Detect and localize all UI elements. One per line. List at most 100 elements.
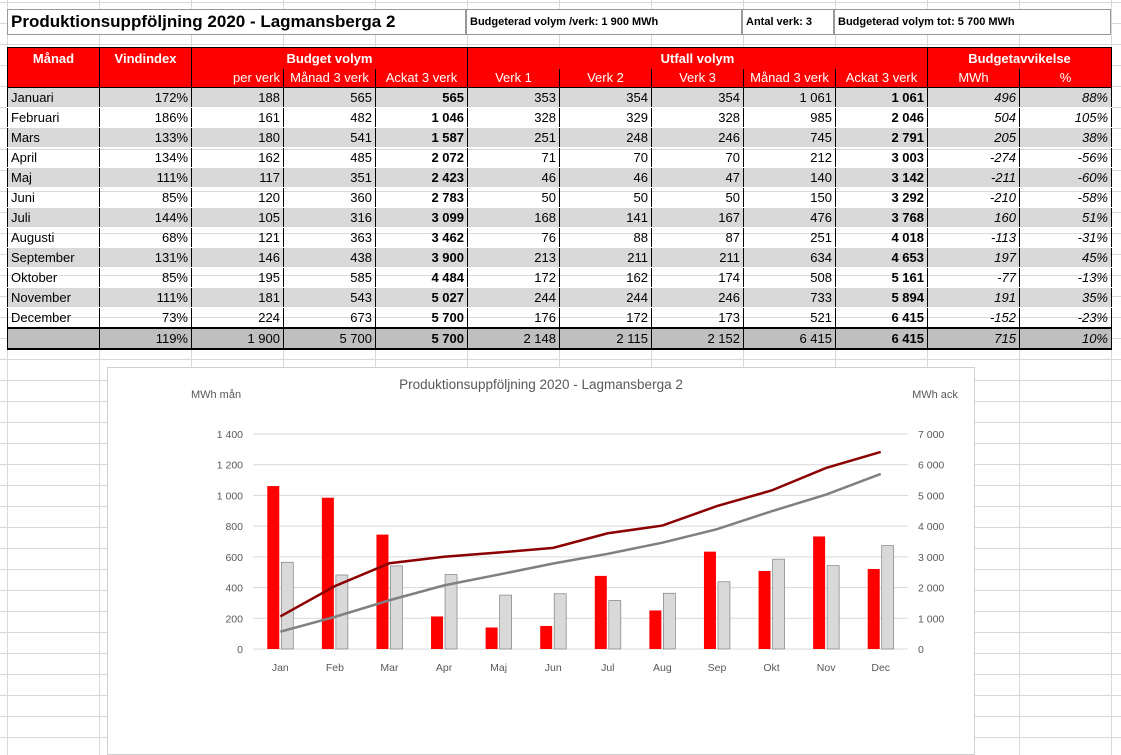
cell-budget-per-verk[interactable]: 161: [191, 107, 284, 128]
cell-manad[interactable]: Juni: [7, 187, 100, 208]
cell-verk2[interactable]: 244: [559, 287, 652, 308]
cell-verk1[interactable]: 50: [467, 187, 560, 208]
cell-verk1[interactable]: 71: [467, 147, 560, 168]
bar-utfall[interactable]: [431, 616, 444, 649]
cell-verk3[interactable]: 174: [651, 267, 744, 288]
cell-utfall-ackat[interactable]: 3 142: [835, 167, 928, 188]
cell-vindindex[interactable]: 131%: [99, 247, 192, 268]
bar-budget[interactable]: [499, 594, 512, 650]
cell-budget-ackat[interactable]: 3 099: [375, 207, 468, 228]
sheet-title-cell[interactable]: Produktionsuppföljning 2020 - Lagmansber…: [7, 9, 466, 35]
cell-vindindex[interactable]: 111%: [99, 167, 192, 188]
cell-manad[interactable]: Januari: [7, 87, 100, 108]
cell-avvikelse-mwh[interactable]: -77: [927, 267, 1020, 288]
bar-utfall[interactable]: [376, 534, 389, 649]
cell-vindindex[interactable]: 68%: [99, 227, 192, 248]
cell-verk3[interactable]: 70: [651, 147, 744, 168]
cell-avvikelse-pct[interactable]: 51%: [1019, 207, 1112, 228]
cell-budget-ackat[interactable]: 2 783: [375, 187, 468, 208]
cell-manad[interactable]: Mars: [7, 127, 100, 148]
cell-budget-per-verk[interactable]: 105: [191, 207, 284, 228]
cell-utfall-manad[interactable]: 508: [743, 267, 836, 288]
cell-verk3[interactable]: 87: [651, 227, 744, 248]
cell-budget-per-verk[interactable]: 195: [191, 267, 284, 288]
cell-manad[interactable]: December: [7, 307, 100, 328]
cell-budget-per-verk[interactable]: 181: [191, 287, 284, 308]
cell-avvikelse-pct[interactable]: -60%: [1019, 167, 1112, 188]
cell-verk3[interactable]: 47: [651, 167, 744, 188]
cell-verk1[interactable]: 244: [467, 287, 560, 308]
cell-avvikelse-mwh[interactable]: 191: [927, 287, 1020, 308]
cell-verk3[interactable]: 246: [651, 127, 744, 148]
cell-verk2[interactable]: 141: [559, 207, 652, 228]
cell-verk2[interactable]: 354: [559, 87, 652, 108]
header-utfall-manad[interactable]: Månad 3 verk: [743, 68, 836, 88]
bar-budget[interactable]: [390, 565, 403, 650]
cell-budget-per-verk[interactable]: 121: [191, 227, 284, 248]
bar-budget[interactable]: [444, 574, 458, 650]
cell-budget-manad[interactable]: 482: [283, 107, 376, 128]
bar-budget[interactable]: [717, 581, 731, 650]
cell-avvikelse-pct[interactable]: 38%: [1019, 127, 1112, 148]
header-avv-mwh[interactable]: MWh: [927, 68, 1020, 88]
cell-budget-ackat[interactable]: 1 587: [375, 127, 468, 148]
cell-budget-ackat[interactable]: 2 072: [375, 147, 468, 168]
bar-budget[interactable]: [280, 561, 294, 650]
cell-verk2[interactable]: 248: [559, 127, 652, 148]
antal-verk-cell[interactable]: Antal verk: 3: [742, 9, 834, 35]
cell-avvikelse-mwh[interactable]: -211: [927, 167, 1020, 188]
cell-avvikelse-pct[interactable]: -23%: [1019, 307, 1112, 328]
cell-vindindex[interactable]: 85%: [99, 187, 192, 208]
cell-utfall-ackat[interactable]: 3 003: [835, 147, 928, 168]
production-chart[interactable]: Produktionsuppföljning 2020 - Lagmansber…: [107, 367, 975, 755]
cell-budget-per-verk[interactable]: 162: [191, 147, 284, 168]
cell-utfall-ackat[interactable]: 4 018: [835, 227, 928, 248]
cell-vindindex[interactable]: 133%: [99, 127, 192, 148]
cell-utfall-manad[interactable]: 521: [743, 307, 836, 328]
cell-utfall-manad[interactable]: 476: [743, 207, 836, 228]
cell-avvikelse-pct[interactable]: 35%: [1019, 287, 1112, 308]
bar-utfall[interactable]: [321, 497, 334, 649]
cell-utfall-manad[interactable]: 745: [743, 127, 836, 148]
cell-utfall-manad[interactable]: 634: [743, 247, 836, 268]
bar-utfall[interactable]: [703, 551, 716, 649]
cell-verk3[interactable]: 246: [651, 287, 744, 308]
cell-avvikelse-mwh[interactable]: -113: [927, 227, 1020, 248]
bar-utfall[interactable]: [867, 568, 880, 649]
cell-budget-manad[interactable]: 485: [283, 147, 376, 168]
cell-verk3[interactable]: 211: [651, 247, 744, 268]
cell-utfall-ackat[interactable]: 1 061: [835, 87, 928, 108]
total-verk2[interactable]: 2 115: [559, 326, 652, 350]
cell-utfall-ackat[interactable]: 5 161: [835, 267, 928, 288]
cell-manad[interactable]: September: [7, 247, 100, 268]
cell-utfall-ackat[interactable]: 4 653: [835, 247, 928, 268]
bar-utfall[interactable]: [649, 610, 662, 649]
total-avvikelse-pct[interactable]: 10%: [1019, 326, 1112, 350]
cell-verk2[interactable]: 329: [559, 107, 652, 128]
bar-budget[interactable]: [881, 545, 895, 650]
cell-budget-ackat[interactable]: 4 484: [375, 267, 468, 288]
cell-verk3[interactable]: 50: [651, 187, 744, 208]
cell-utfall-manad[interactable]: 985: [743, 107, 836, 128]
cell-utfall-manad[interactable]: 212: [743, 147, 836, 168]
cell-budget-ackat[interactable]: 2 423: [375, 167, 468, 188]
cell-utfall-ackat[interactable]: 2 046: [835, 107, 928, 128]
cell-manad[interactable]: Maj: [7, 167, 100, 188]
cell-avvikelse-pct[interactable]: 45%: [1019, 247, 1112, 268]
total-utfall-ackat[interactable]: 6 415: [835, 326, 928, 350]
cell-verk1[interactable]: 46: [467, 167, 560, 188]
cell-avvikelse-mwh[interactable]: 205: [927, 127, 1020, 148]
line-budget-ackumulerat[interactable]: [279, 472, 882, 633]
cell-avvikelse-pct[interactable]: -58%: [1019, 187, 1112, 208]
cell-avvikelse-mwh[interactable]: 197: [927, 247, 1020, 268]
cell-budget-manad[interactable]: 316: [283, 207, 376, 228]
cell-budget-per-verk[interactable]: 224: [191, 307, 284, 328]
cell-budget-manad[interactable]: 543: [283, 287, 376, 308]
bar-utfall[interactable]: [594, 575, 607, 649]
line-utfall-ackumulerat[interactable]: [279, 450, 882, 618]
cell-avvikelse-mwh[interactable]: 160: [927, 207, 1020, 228]
header-manad[interactable]: Månad: [7, 47, 100, 69]
cell-verk2[interactable]: 211: [559, 247, 652, 268]
total-budget-ackat[interactable]: 5 700: [375, 326, 468, 350]
cell-vindindex[interactable]: 144%: [99, 207, 192, 228]
